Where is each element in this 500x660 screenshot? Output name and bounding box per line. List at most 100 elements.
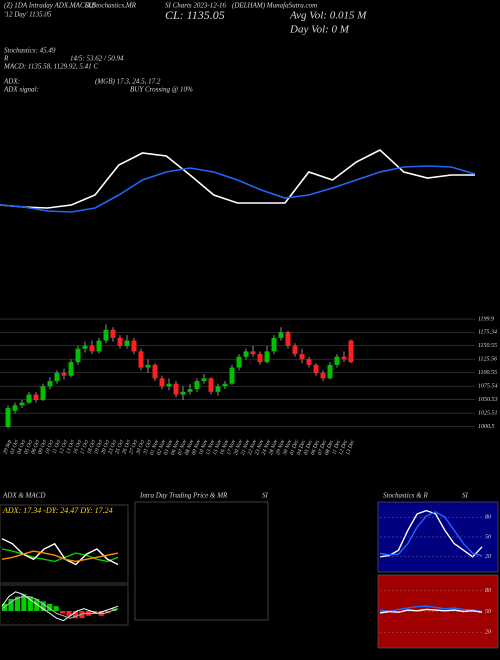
candle-body <box>82 345 88 349</box>
y-tick-label: 1199.9 <box>478 316 494 322</box>
candle-body <box>180 391 186 395</box>
x-tick-label: 10 Nov <box>198 439 209 456</box>
candle-body <box>54 372 60 382</box>
x-tick-label: 20 Oct <box>100 439 111 455</box>
candle-body <box>124 340 130 346</box>
x-tick-label: 17 Oct <box>79 439 90 455</box>
indicator-line <box>1 596 119 619</box>
candle-body <box>215 386 221 392</box>
day-volume: Day Vol: 0 M <box>289 24 350 36</box>
candle-body <box>145 364 151 368</box>
header-text: (DELHAM) MunafaSutra.com <box>232 2 317 10</box>
y-tick-label: 1050.53 <box>478 397 498 403</box>
x-tick-label: 25 Oct <box>114 439 125 455</box>
macd-bar <box>21 594 27 611</box>
x-tick-label: 17 Nov <box>226 439 237 456</box>
candle-body <box>159 378 165 387</box>
x-tick-label: 28 Nov <box>268 439 279 456</box>
y-tick-label: 1100.55 <box>478 370 497 376</box>
header-text: SI,Stochastics,MR <box>85 2 137 10</box>
candle-body <box>264 351 270 363</box>
y-tick-label: 80 <box>485 588 491 594</box>
macd-bar <box>27 596 33 611</box>
candle-body <box>26 394 32 403</box>
candle-body <box>173 383 179 395</box>
adx-panel <box>0 504 129 584</box>
x-tick-label: 13 Dec <box>345 439 356 456</box>
candle-body <box>152 364 158 379</box>
candle-body <box>110 329 116 338</box>
candle-body <box>5 408 11 427</box>
x-tick-label: 29 Nov <box>275 439 286 456</box>
macd-bar <box>47 603 53 611</box>
x-tick-label: 27 Oct <box>128 439 139 455</box>
panel-title: SI <box>262 492 269 500</box>
y-tick-label: 80 <box>485 515 491 521</box>
candle-body <box>285 332 291 346</box>
x-tick-label: 22 Nov <box>247 439 258 456</box>
candle-body <box>89 345 95 352</box>
candle-body <box>40 386 46 400</box>
x-tick-label: 06 Nov <box>170 439 181 456</box>
y-tick-label: 20 <box>485 630 491 636</box>
candle-body <box>187 389 193 392</box>
x-tick-label: 30 Nov <box>282 439 294 457</box>
candle-body <box>243 351 249 357</box>
x-tick-label: 03 Nov <box>163 439 174 456</box>
candle-body <box>117 337 123 346</box>
x-tick-label: 01 Dec <box>289 439 300 456</box>
indicator-line <box>1 548 119 563</box>
avg-volume: Avg Vol: 0.015 M <box>289 10 367 22</box>
x-tick-label: 12 Dec <box>338 439 349 456</box>
x-tick-label: 23 Oct <box>107 439 118 455</box>
candle-body <box>75 348 81 363</box>
x-tick-label: 16 Nov <box>219 439 230 456</box>
header-text: R <box>3 55 9 63</box>
x-tick-label: 09 Oct <box>37 439 48 455</box>
indicator-line <box>1 550 119 563</box>
x-tick-label: 07 Dec <box>317 439 328 456</box>
indicator-line <box>0 165 476 213</box>
candle-body <box>299 354 305 360</box>
header-text: SI Charts 2023-12-16 <box>165 2 227 10</box>
candle-body <box>12 405 18 411</box>
candle-body <box>236 356 242 368</box>
indicator-line <box>379 511 483 557</box>
candle-body <box>313 364 319 373</box>
x-tick-label: 08 Nov <box>184 439 195 456</box>
x-tick-label: 21 Nov <box>240 439 251 456</box>
x-tick-label: 13 Nov <box>205 439 216 456</box>
x-tick-label: 09 Nov <box>191 439 202 456</box>
macd-bar <box>14 596 21 611</box>
x-tick-label: 11 Dec <box>331 439 342 456</box>
panel-title: SI <box>462 492 469 500</box>
y-tick-label: 1000.5 <box>478 424 495 430</box>
x-tick-label: 12 Oct <box>58 439 69 455</box>
candle-body <box>278 332 284 338</box>
header-text: Stochastics: 45.49 <box>4 47 56 55</box>
macd-bar <box>40 601 46 611</box>
x-tick-label: 19 Oct <box>93 439 104 455</box>
candle-body <box>271 337 277 352</box>
x-tick-label: 29 Sep <box>2 439 13 455</box>
candle-body <box>19 402 25 406</box>
x-tick-label: 30 Oct <box>135 439 146 456</box>
candle-body <box>138 351 144 368</box>
y-tick-label: 1125.56 <box>478 357 497 363</box>
macd-bar <box>34 599 40 611</box>
candle-body <box>33 394 39 400</box>
macd-bar <box>2 603 8 611</box>
y-tick-label: 50 <box>485 609 491 615</box>
header-text: 14/5: 53.62 / 50.94 <box>70 55 124 63</box>
x-tick-label: 06 Oct <box>30 439 41 455</box>
header-text: ADX: <box>3 78 20 86</box>
header-text: '12 Day' 1135.05 <box>4 11 52 19</box>
x-tick-label: 04 Oct <box>15 438 27 455</box>
candle-body <box>96 340 102 352</box>
x-tick-label: 05 Oct <box>23 439 34 455</box>
x-tick-label: 23 Nov <box>254 439 265 456</box>
panel-title: Stochastics & R <box>383 492 428 500</box>
macd-bar <box>72 611 79 619</box>
candle-body <box>131 340 137 352</box>
